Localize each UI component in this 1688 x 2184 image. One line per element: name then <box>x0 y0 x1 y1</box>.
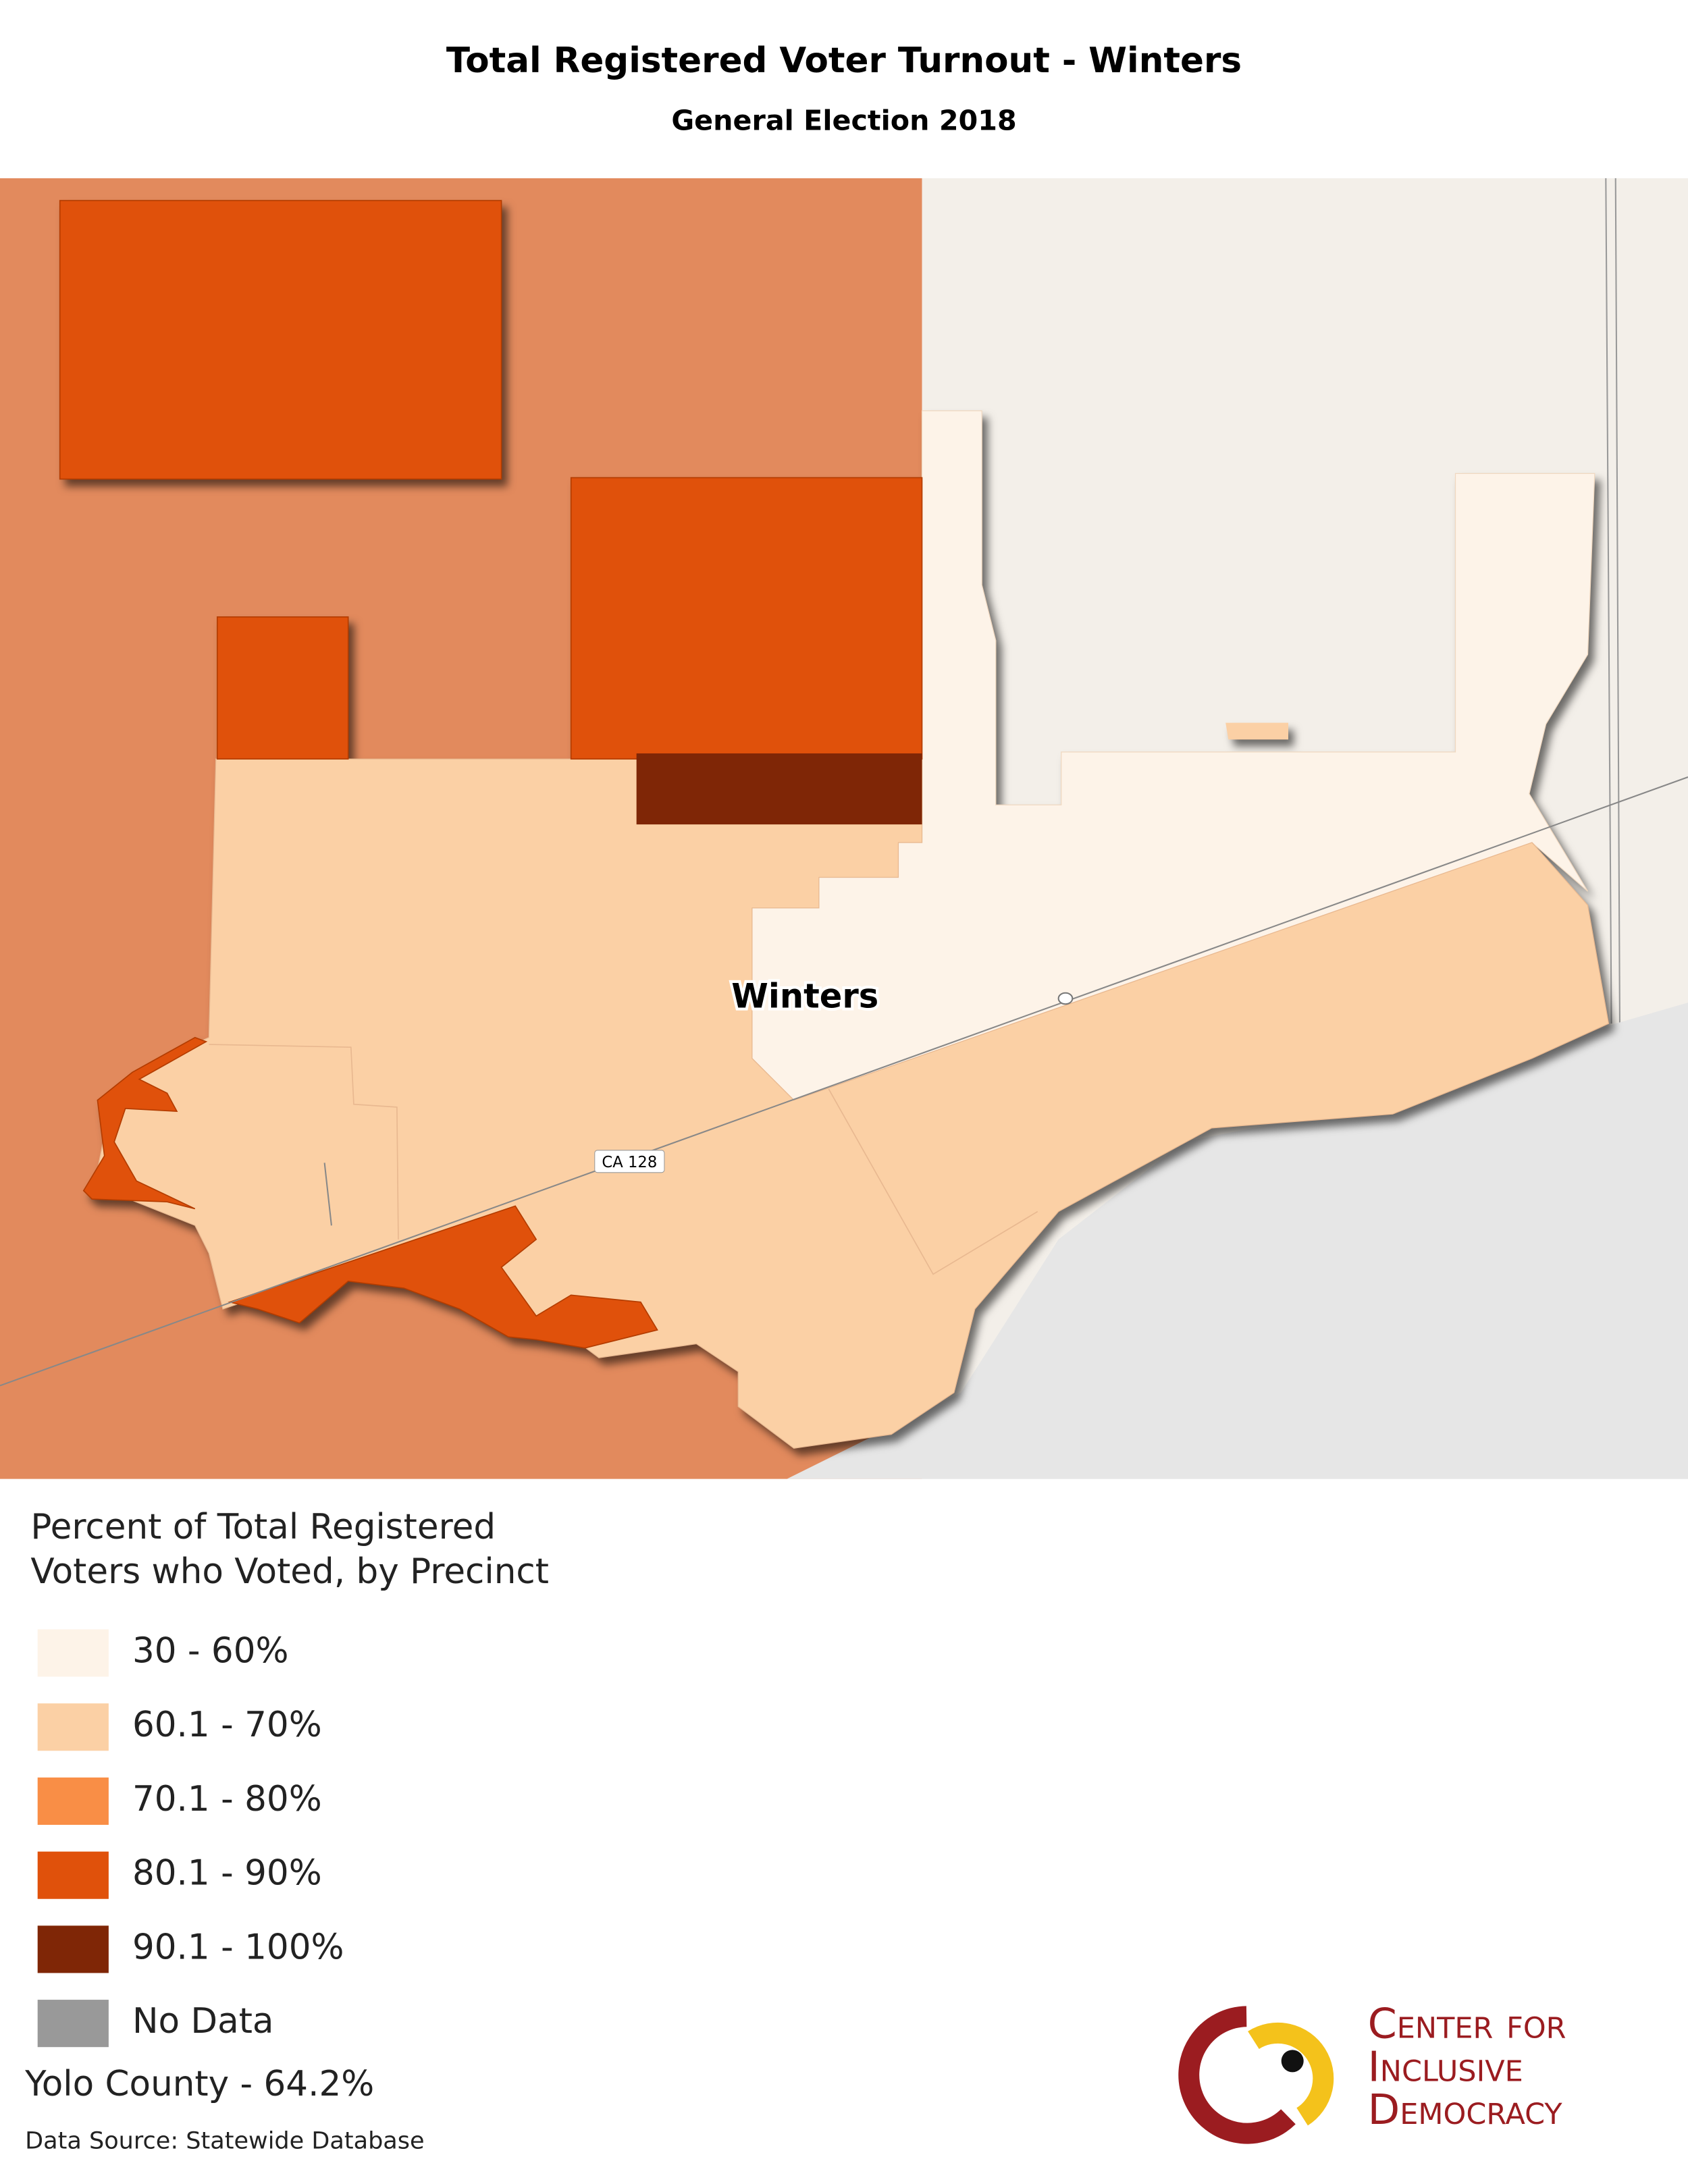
precinct <box>1225 722 1289 740</box>
legend-label: 80.1 - 90% <box>132 1853 322 1894</box>
logo-dot <box>1281 2050 1304 2073</box>
precinct <box>82 1036 208 1210</box>
county-note: Yolo County - 64.2% <box>24 2064 374 2104</box>
logo-text: Inclusive <box>1368 2042 1523 2091</box>
logo: Center for Inclusive Democracy <box>1178 1999 1566 2144</box>
legend-title: Percent of Total Registered <box>30 1507 496 1547</box>
legend-swatch <box>37 2000 109 2048</box>
road <box>1614 178 1620 1024</box>
legend-swatch <box>37 1777 109 1825</box>
logo-arc <box>1178 2006 1296 2144</box>
legend: Percent of Total Registered Voters who V… <box>30 1507 549 2048</box>
legend-label: 60.1 - 70% <box>132 1705 322 1745</box>
precinct <box>216 616 349 760</box>
road <box>1605 178 1612 1024</box>
precincts <box>59 200 1610 1449</box>
logo-arc <box>1248 2022 1334 2126</box>
legend-label: 90.1 - 100% <box>132 1927 344 1967</box>
road <box>0 776 1688 1387</box>
road-marker <box>1057 992 1074 1005</box>
place-label: Winters <box>731 976 878 1015</box>
legend-label: 30 - 60% <box>132 1630 289 1671</box>
logo-text: Democracy <box>1368 2085 1563 2134</box>
legend-title: Voters who Voted, by Precinct <box>30 1551 549 1592</box>
title: Total Registered Voter Turnout - Winters <box>446 41 1242 81</box>
precinct <box>570 477 923 760</box>
boundary <box>209 1044 399 1240</box>
road-label: CA 128 <box>602 1154 657 1171</box>
logo-text: Center for <box>1368 1999 1566 2048</box>
legend-label: No Data <box>132 2001 274 2042</box>
legend-label: 70.1 - 80% <box>132 1779 322 1819</box>
outer-area <box>787 1003 1688 1479</box>
legend-swatch <box>37 1703 109 1751</box>
legend-swatch <box>37 1925 109 1973</box>
boundary <box>828 1088 1038 1275</box>
precinct <box>636 753 922 825</box>
subtitle: General Election 2018 <box>671 105 1016 137</box>
precinct <box>228 1205 658 1349</box>
road-label-box <box>594 1150 665 1173</box>
road <box>323 1163 332 1226</box>
source: Data Source: Statewide Database <box>25 2127 424 2154</box>
legend-swatch <box>37 1851 109 1899</box>
precinct <box>59 200 502 480</box>
legend-swatch <box>37 1629 109 1677</box>
map: CA 128 Winters <box>0 178 1688 1479</box>
